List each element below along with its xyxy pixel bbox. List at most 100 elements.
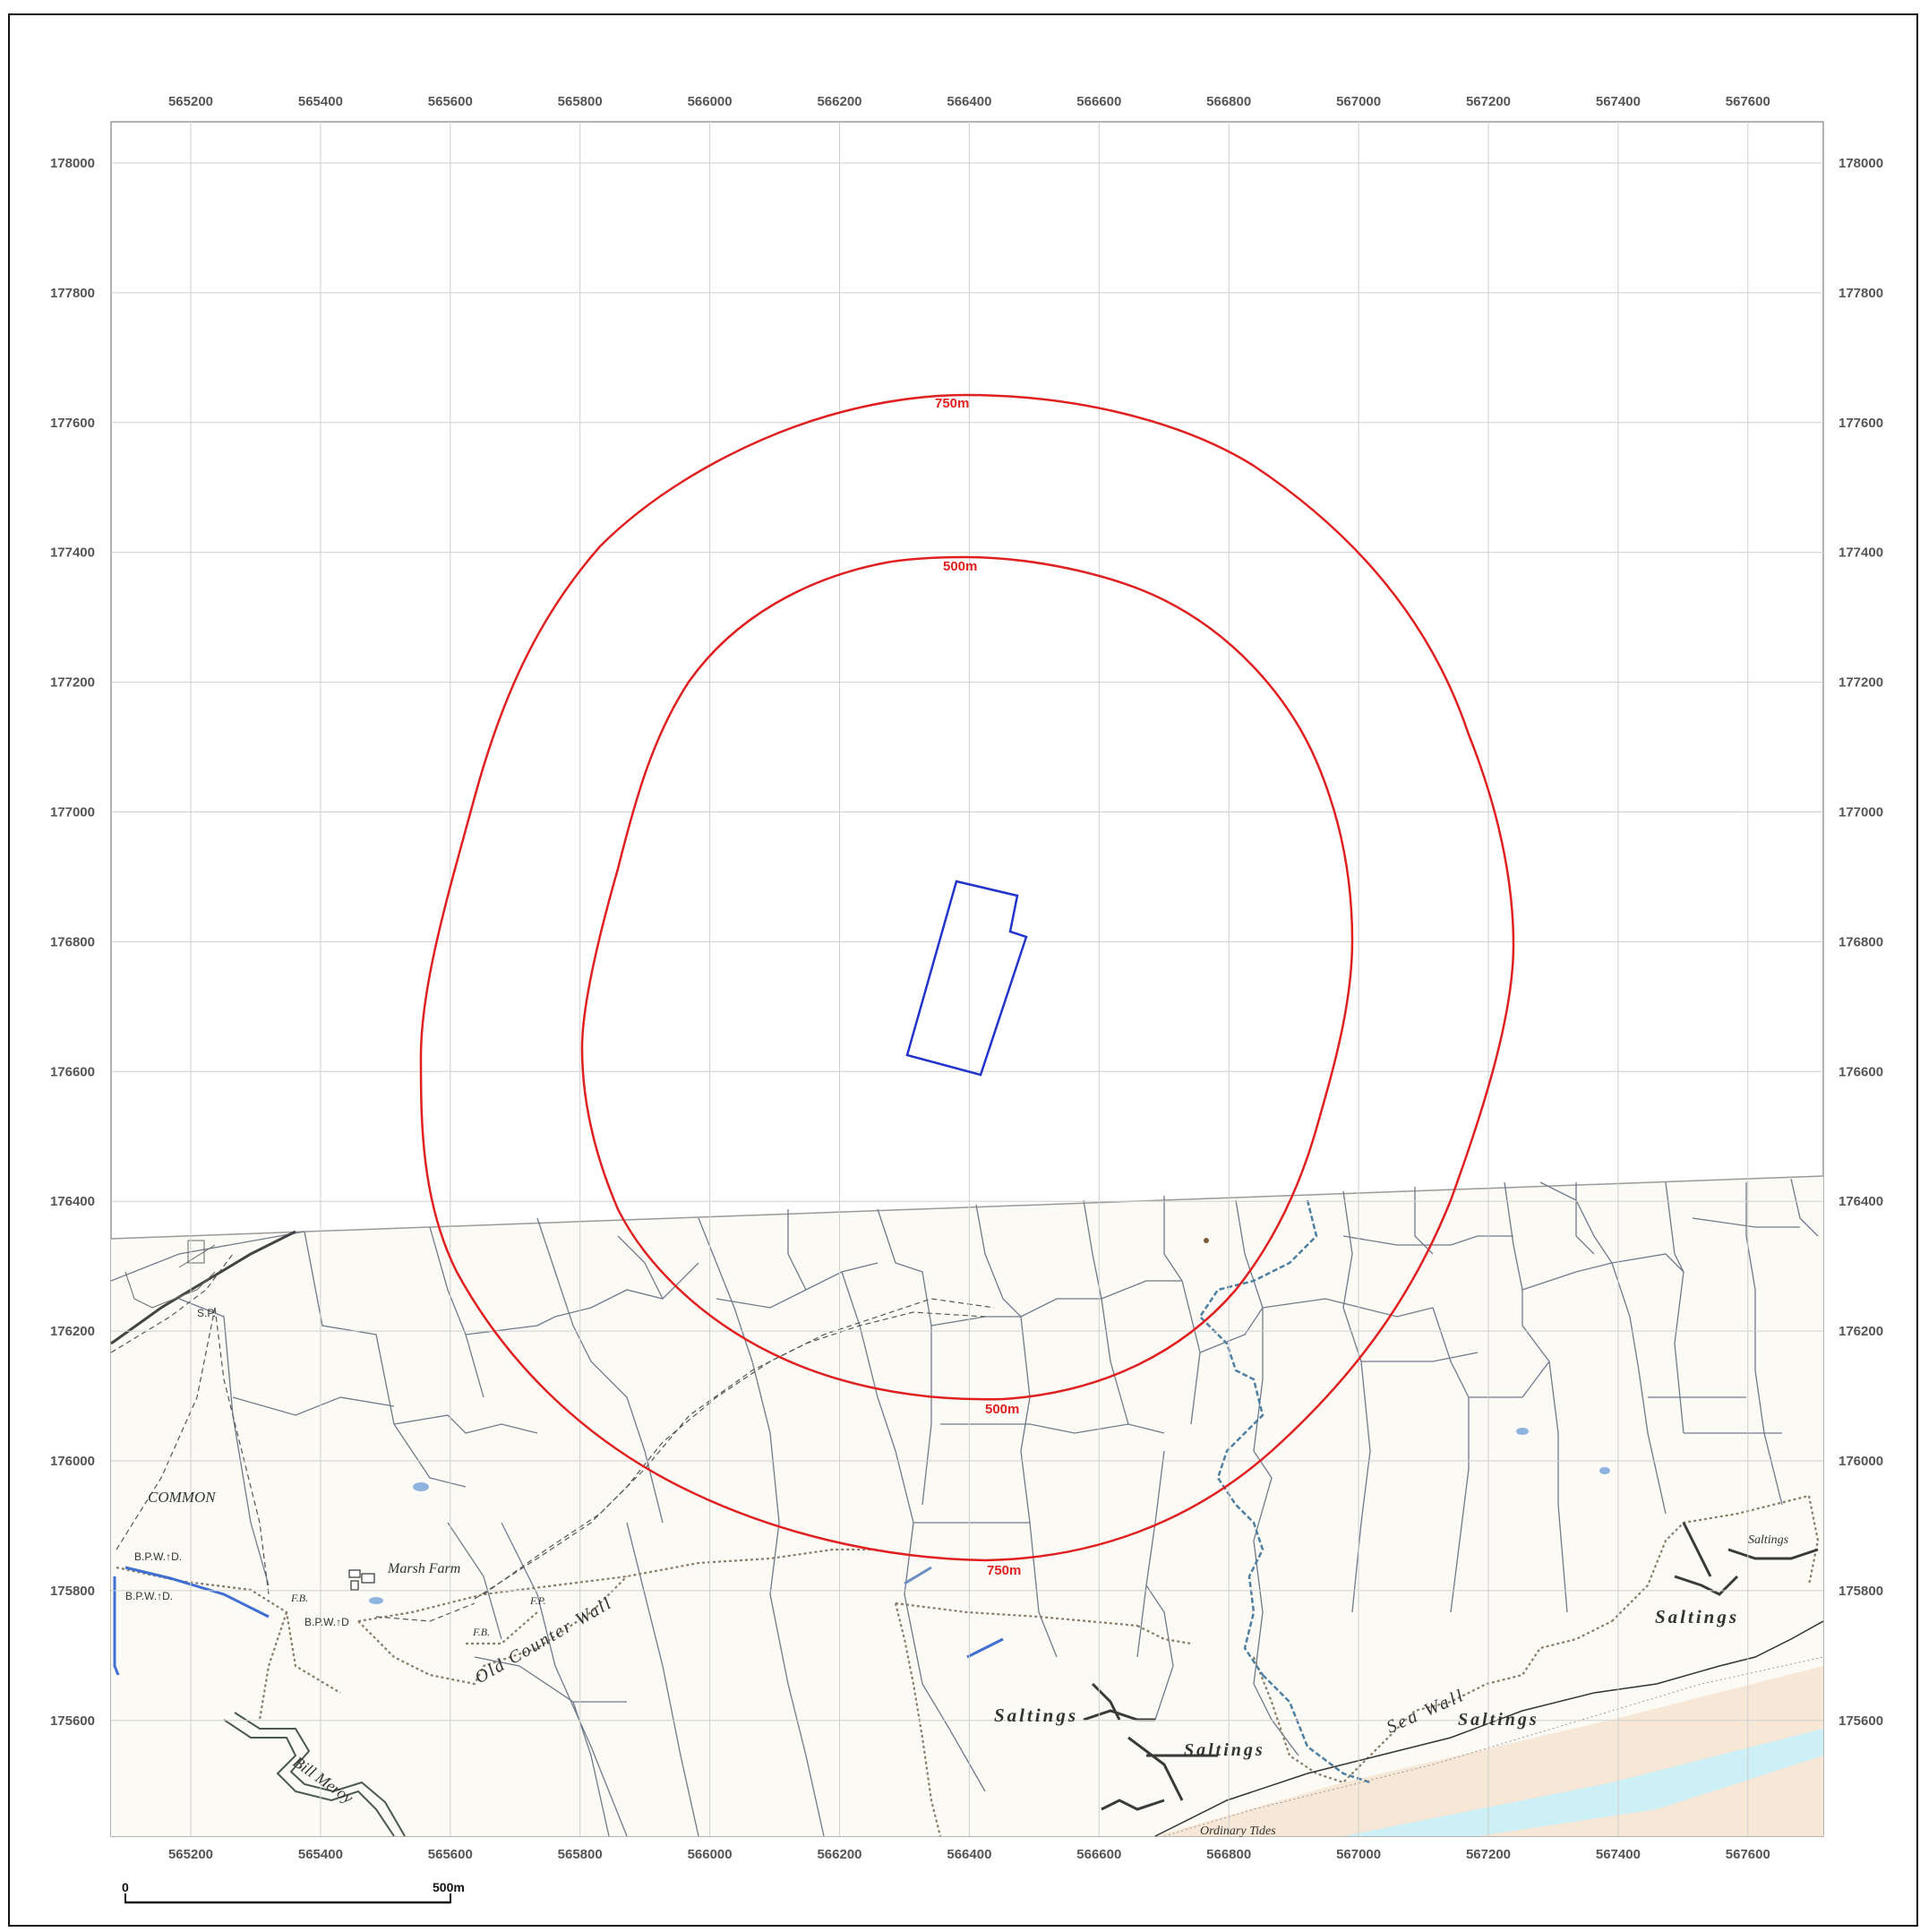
pond [413, 1482, 429, 1491]
coordinate-grid [111, 122, 1823, 1836]
x-axis-labels-bottom: 565200 565400 565600 565800 566000 566200 5664… [168, 1847, 1770, 1862]
y-tick-label-right: 177000 [1839, 805, 1883, 820]
y-tick-label-right: 176200 [1839, 1324, 1883, 1339]
x-tick-label-top: 566400 [947, 94, 991, 109]
y-axis-labels-left: 178000 177800 177600 177400 177200 177000 1768… [50, 156, 95, 1729]
creeks [113, 1566, 1004, 1676]
y-tick-label-right: 176000 [1839, 1454, 1883, 1469]
map-edge-line [110, 1175, 1824, 1240]
x-tick-label-top: 566200 [817, 94, 861, 109]
x-tick-label-bottom: 567400 [1596, 1847, 1641, 1862]
x-tick-label-bottom: 566200 [817, 1847, 861, 1862]
x-tick-label-bottom: 567200 [1466, 1847, 1511, 1862]
y-tick-label-left: 176600 [50, 1064, 95, 1079]
y-tick-label-right: 176800 [1839, 934, 1883, 949]
y-tick-label-left: 178000 [50, 156, 95, 171]
scale-start-label: 0 [122, 1880, 129, 1894]
tides-label: Ordinary Tides [1200, 1825, 1276, 1838]
y-tick-label-left: 176200 [50, 1324, 95, 1339]
x-tick-label-bottom: 565200 [168, 1847, 213, 1862]
x-tick-label-top: 565400 [298, 94, 343, 109]
railway-sidings [124, 1240, 216, 1309]
x-tick-label-bottom: 565800 [558, 1847, 603, 1862]
pond [904, 1566, 932, 1585]
bpwd-label-3: B.P.W.↑D [304, 1616, 349, 1628]
saltings-label-4: Saltings [1655, 1606, 1739, 1627]
buffer-ring-500m [580, 555, 1354, 1401]
y-tick-label-right: 177800 [1839, 286, 1883, 301]
ring-label-500m-top: 500m [943, 559, 977, 574]
historic-map-paper [111, 1176, 1823, 1836]
y-tick-label-right: 175600 [1839, 1713, 1883, 1729]
y-tick-label-left: 177000 [50, 805, 95, 820]
historic-map-backdrop [110, 1175, 1824, 1837]
y-tick-label-left: 175600 [50, 1713, 95, 1729]
y-tick-label-right: 177600 [1839, 416, 1883, 431]
pond [369, 1597, 383, 1604]
tree-mark [1204, 1238, 1209, 1243]
y-tick-label-left: 176000 [50, 1454, 95, 1469]
ring-label-750m-top: 750m [935, 396, 969, 411]
pond [1516, 1428, 1529, 1435]
sp-label: S.P. [197, 1307, 216, 1319]
x-tick-label-top: 566000 [688, 94, 733, 109]
river-meander [223, 1712, 406, 1837]
y-tick-label-right: 178000 [1839, 156, 1883, 171]
fp-label: F.P. [529, 1594, 546, 1607]
common-label: COMMON [148, 1489, 217, 1506]
y-tick-label-right: 177400 [1839, 545, 1883, 561]
y-tick-label-right: 176400 [1839, 1194, 1883, 1209]
x-tick-label-bottom: 567000 [1336, 1847, 1381, 1862]
y-tick-label-right: 177200 [1839, 675, 1883, 691]
scale-end-label: 500m [433, 1880, 465, 1894]
coastline [1154, 1620, 1824, 1837]
drainage-dykes [1198, 1199, 1371, 1784]
fb-label-2: F.B. [472, 1626, 490, 1638]
saltings-label-3: Saltings [1458, 1710, 1539, 1730]
x-axis-labels-top: 565200 565400 565600 565800 566000 566200 5664… [168, 94, 1770, 109]
x-tick-label-top: 566800 [1206, 94, 1251, 109]
pond [1599, 1467, 1610, 1474]
saltings-label-5: Saltings [1748, 1533, 1789, 1547]
y-tick-label-left: 177200 [50, 675, 95, 691]
ring-label-750m-bottom: 750m [987, 1563, 1021, 1578]
ring-label-500m-bottom: 500m [985, 1402, 1019, 1417]
x-tick-label-top: 567000 [1336, 94, 1381, 109]
scale-bar: 0 500m [122, 1880, 465, 1904]
x-tick-label-top: 565800 [558, 94, 603, 109]
y-tick-label-left: 177400 [50, 545, 95, 561]
x-tick-label-bottom: 566000 [688, 1847, 733, 1862]
bpwd-label-1: B.P.W.↑D. [134, 1550, 182, 1563]
x-tick-label-bottom: 567600 [1726, 1847, 1770, 1862]
x-tick-label-top: 567200 [1466, 94, 1511, 109]
bpwd-label-2: B.P.W.↑D. [125, 1590, 173, 1602]
x-tick-label-bottom: 565600 [428, 1847, 473, 1862]
x-tick-label-top: 566600 [1076, 94, 1121, 109]
x-tick-label-bottom: 566400 [947, 1847, 991, 1862]
x-tick-label-bottom: 565400 [298, 1847, 343, 1862]
x-tick-label-bottom: 566800 [1206, 1847, 1251, 1862]
sea-channel [1343, 1729, 1823, 1836]
y-tick-label-right: 176600 [1839, 1064, 1883, 1079]
saltings-label-1: Saltings [994, 1704, 1078, 1726]
x-tick-label-top: 567600 [1726, 94, 1770, 109]
x-tick-label-top: 567400 [1596, 94, 1641, 109]
marsh-farm-label: Marsh Farm [387, 1561, 460, 1576]
site-boundary [905, 880, 1028, 1077]
y-tick-label-left: 177800 [50, 286, 95, 301]
y-tick-label-left: 176800 [50, 934, 95, 949]
field-boundaries [110, 1178, 1819, 1837]
y-tick-label-left: 175800 [50, 1584, 95, 1599]
y-tick-label-left: 177600 [50, 416, 95, 431]
x-tick-label-top: 565600 [428, 94, 473, 109]
y-axis-labels-right: 178000 177800 177600 177400 177200 177000 1768… [1839, 156, 1883, 1729]
buffer-ring-750m [419, 393, 1515, 1562]
x-tick-label-bottom: 566600 [1076, 1847, 1121, 1862]
saltings-creeks [1083, 1522, 1819, 1811]
marsh-farm-buildings [348, 1569, 375, 1591]
y-tick-label-right: 175800 [1839, 1584, 1883, 1599]
fb-label-1: F.B. [290, 1592, 308, 1604]
x-tick-label-top: 565200 [168, 94, 213, 109]
low-water-mark [1163, 1656, 1824, 1837]
